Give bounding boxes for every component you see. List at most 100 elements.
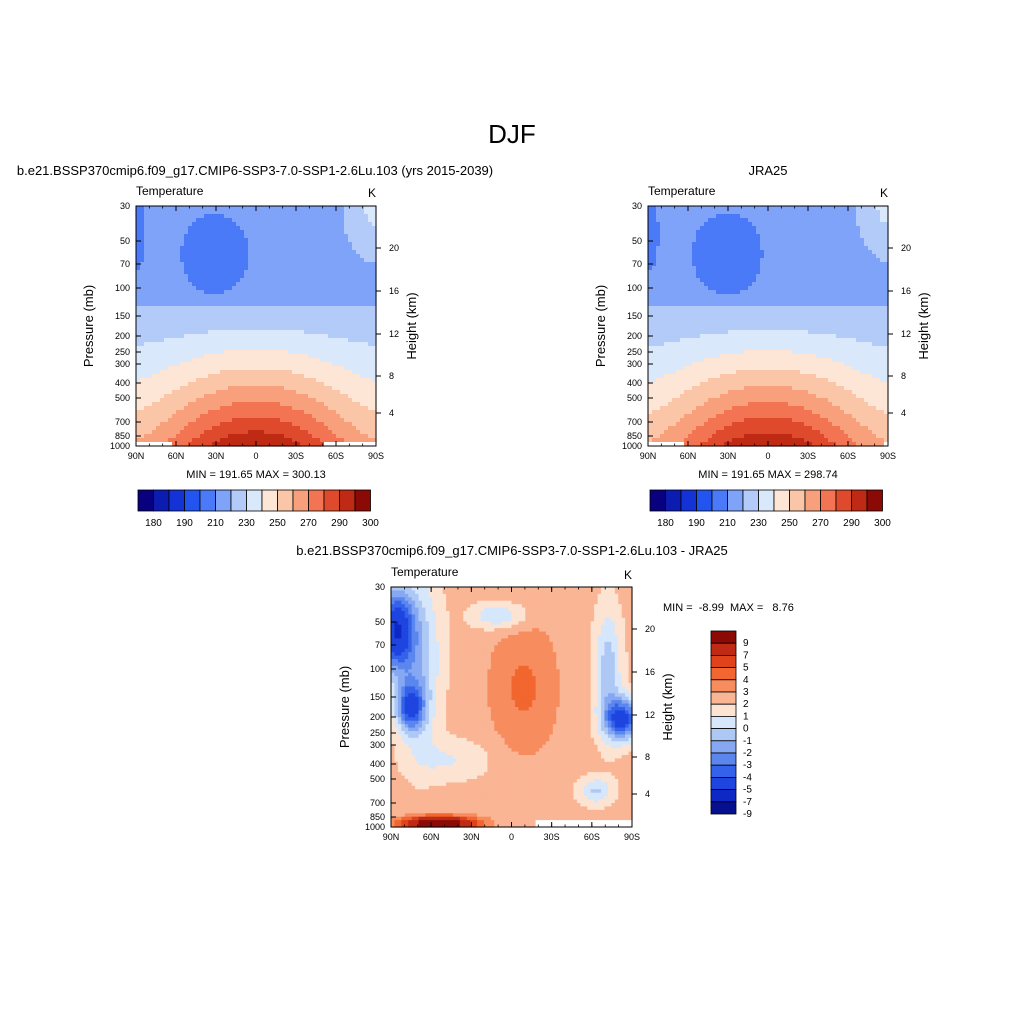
field-cell xyxy=(788,210,793,215)
field-cell xyxy=(856,218,861,223)
field-cell xyxy=(884,238,889,243)
field-cell xyxy=(340,386,345,391)
field-cell xyxy=(216,266,221,271)
field-cell xyxy=(176,242,181,247)
field-cell xyxy=(244,394,249,399)
field-cell xyxy=(144,306,149,311)
field-cell xyxy=(852,210,857,215)
field-cell xyxy=(148,326,153,331)
field-cell xyxy=(868,242,873,247)
field-cell xyxy=(304,402,309,407)
field-cell xyxy=(340,230,345,235)
field-cell xyxy=(804,282,809,287)
field-cell xyxy=(816,214,821,219)
field-cell xyxy=(252,418,257,423)
field-cell xyxy=(752,274,757,279)
field-cell xyxy=(240,266,245,271)
field-cell xyxy=(884,206,889,211)
field-cell xyxy=(712,230,717,235)
field-cell xyxy=(808,234,813,239)
field-cell xyxy=(192,282,197,287)
field-cell xyxy=(148,334,153,339)
field-cell xyxy=(804,274,809,279)
field-cell xyxy=(372,246,377,251)
field-cell xyxy=(136,270,141,275)
field-cell xyxy=(136,418,141,423)
field-cell xyxy=(844,214,849,219)
field-cell xyxy=(244,218,249,223)
field-cell xyxy=(332,358,337,363)
field-cell xyxy=(256,418,261,423)
field-cell xyxy=(884,210,889,215)
field-cell xyxy=(684,230,689,235)
field-cell xyxy=(240,270,245,275)
field-cell xyxy=(168,418,173,423)
field-cell xyxy=(240,362,245,367)
field-cell xyxy=(784,282,789,287)
field-cell xyxy=(744,250,749,255)
field-cell xyxy=(332,314,337,319)
field-cell xyxy=(252,278,257,283)
field-cell xyxy=(208,266,213,271)
field-cell xyxy=(768,254,773,259)
colorbar-box xyxy=(323,489,340,512)
field-cell xyxy=(148,250,153,255)
field-cell xyxy=(840,206,845,211)
field-cell xyxy=(368,218,373,223)
field-cell xyxy=(704,210,709,215)
field-cell xyxy=(860,214,865,219)
field-cell xyxy=(212,302,217,307)
field-cell xyxy=(852,274,857,279)
field-cell xyxy=(148,206,153,211)
field-cell xyxy=(208,258,213,263)
field-cell xyxy=(712,234,717,239)
field-cell xyxy=(144,426,149,431)
field-cell xyxy=(208,418,213,423)
field-cell xyxy=(200,230,205,235)
field-cell xyxy=(788,226,793,231)
field-cell xyxy=(332,362,337,367)
field-cell xyxy=(240,382,245,387)
field-cell xyxy=(164,310,169,315)
field-cell xyxy=(816,274,821,279)
field-cell xyxy=(372,434,377,439)
field-cell xyxy=(228,414,233,419)
field-cell xyxy=(176,422,181,427)
field-cell xyxy=(256,430,261,435)
field-cell xyxy=(248,430,253,435)
field-cell xyxy=(220,234,225,239)
field-cell xyxy=(336,254,341,259)
field-cell xyxy=(236,362,241,367)
field-cell xyxy=(332,374,337,379)
field-cell xyxy=(148,434,153,439)
field-cell xyxy=(144,238,149,243)
field-cell xyxy=(224,442,229,447)
field-cell xyxy=(648,290,653,295)
field-cell xyxy=(232,318,237,323)
field-cell xyxy=(352,334,357,339)
field-cell xyxy=(340,402,345,407)
field-cell xyxy=(200,278,205,283)
field-cell xyxy=(248,434,253,439)
field-cell xyxy=(280,266,285,271)
field-cell xyxy=(192,410,197,415)
field-cell xyxy=(332,306,337,311)
field-cell xyxy=(140,378,145,383)
field-cell xyxy=(800,258,805,263)
field-cell xyxy=(724,242,729,247)
field-cell xyxy=(204,322,209,327)
field-cell xyxy=(772,218,777,223)
field-cell xyxy=(364,378,369,383)
field-cell xyxy=(212,234,217,239)
field-cell xyxy=(316,238,321,243)
field-cell xyxy=(172,422,177,427)
field-cell xyxy=(720,218,725,223)
field-cell xyxy=(148,430,153,435)
field-cell xyxy=(316,210,321,215)
field-cell xyxy=(368,418,373,423)
field-cell xyxy=(340,314,345,319)
field-cell xyxy=(172,326,177,331)
field-cell xyxy=(316,290,321,295)
field-cell xyxy=(316,230,321,235)
field-cell xyxy=(196,366,201,371)
